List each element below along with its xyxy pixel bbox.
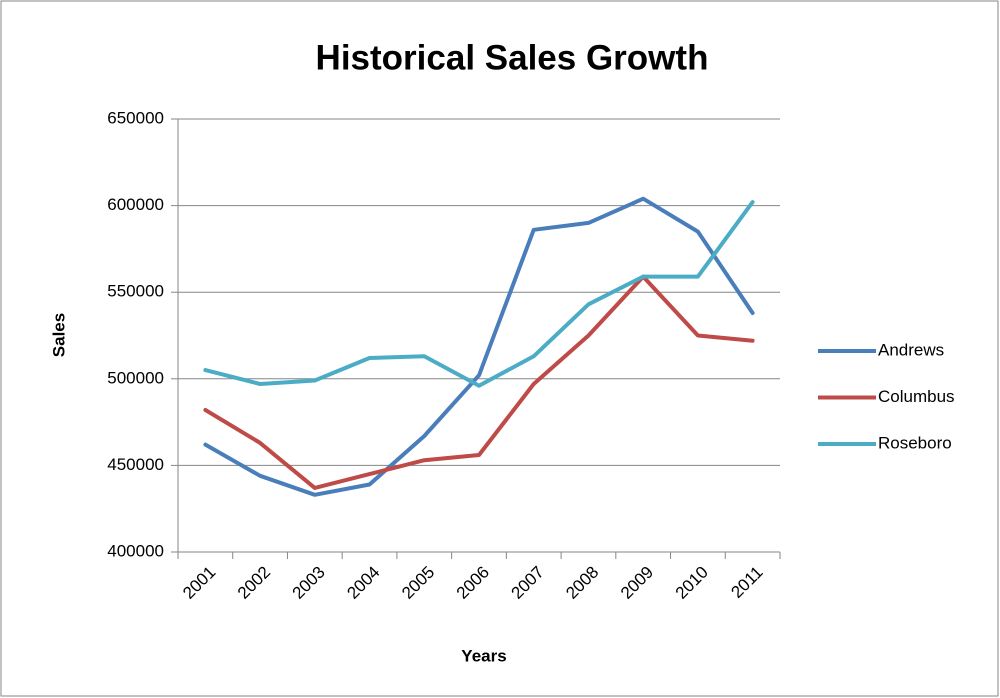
y-tick-label: 550000 [107,282,164,301]
y-tick-label: 650000 [107,108,164,127]
y-axis-label: Sales [49,313,68,357]
series-line [203,200,755,388]
y-tick-label: 600000 [107,195,164,214]
legend-label: Roseboro [878,433,952,452]
chart-title: Historical Sales Growth [316,38,709,77]
legend-label: Andrews [878,340,944,359]
legend-label: Columbus [878,387,955,406]
series-line [203,274,755,490]
y-tick-label: 450000 [107,455,164,474]
y-tick-label: 500000 [107,368,164,387]
y-tick-label: 400000 [107,541,164,560]
series-line [203,196,755,497]
x-axis-label: Years [461,646,506,665]
